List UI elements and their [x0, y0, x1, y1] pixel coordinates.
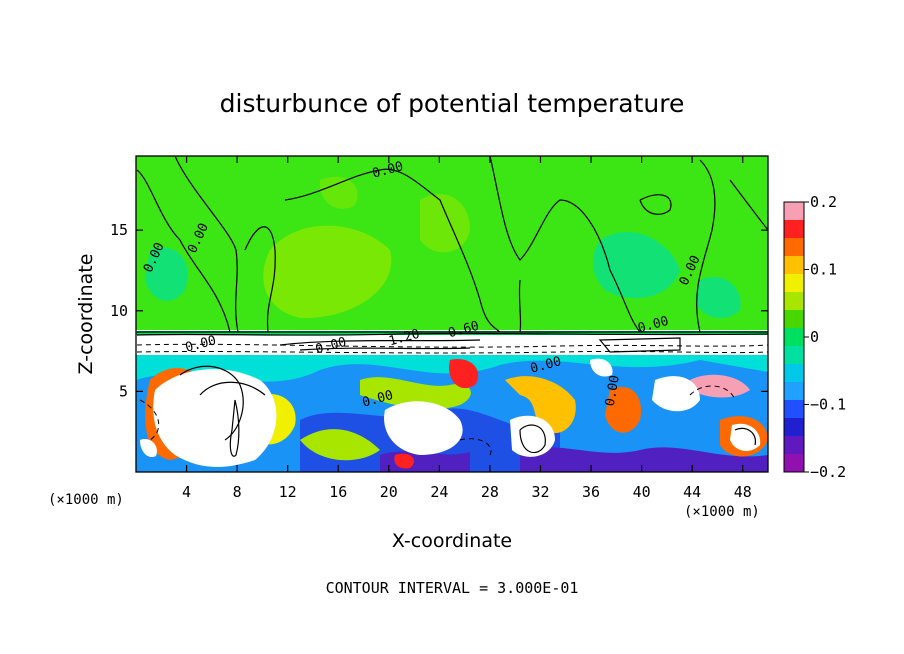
contour-label: 0.00: [603, 374, 623, 407]
colorbar-tick-label: 0.2: [810, 193, 837, 211]
colorbar-swatch: [784, 256, 804, 275]
y-tick-label: 10: [110, 302, 128, 320]
x-tick-label: 28: [481, 483, 499, 501]
colorbar-tick-label: 0: [810, 328, 819, 346]
chart-title: disturbunce of potential temperature: [220, 89, 685, 118]
colorbar-swatch: [784, 364, 804, 383]
x-tick-label: 16: [329, 483, 347, 501]
colorbar-swatch: [784, 220, 804, 239]
plot-frame: [135, 155, 769, 473]
x-tick-label: 48: [734, 483, 752, 501]
y-tick-label: 15: [110, 221, 128, 239]
x-tick-label: 20: [380, 483, 398, 501]
x-tick-label: 44: [683, 483, 701, 501]
contour-lines: [136, 156, 768, 457]
colorbar-swatch: [784, 310, 804, 329]
y-axis-label: Z-coordinate: [75, 254, 97, 375]
colorbar-swatch: [784, 454, 804, 473]
colorbar-swatch: [784, 382, 804, 401]
colorbar-tick-label: −0.2: [810, 463, 846, 481]
plot-area: 0.000.000.00 0.000.60 0.000.00 0.00 1.200.00…: [135, 155, 769, 473]
colorbar-swatch: [784, 328, 804, 347]
x-tick-label: 12: [279, 483, 297, 501]
colorbar-swatch: [784, 400, 804, 419]
lower-field-patches: [136, 358, 768, 472]
x-tick-label: 4: [182, 483, 191, 501]
colorbar-swatch: [784, 418, 804, 437]
x-tick-label: 32: [531, 483, 549, 501]
x-tick-label: 8: [233, 483, 242, 501]
x-unit-left: (×1000 m): [48, 492, 124, 508]
x-axis-label: X-coordinate: [392, 530, 512, 552]
colorbar-tick-label: 0.1: [810, 261, 837, 279]
dashed-contours: [136, 343, 768, 456]
x-tick-label: 36: [582, 483, 600, 501]
colorbar-tick-label: −0.1: [810, 396, 846, 414]
x-tick-label: 40: [633, 483, 651, 501]
colorbar-swatch: [784, 238, 804, 257]
upper-field-patches: [145, 176, 741, 319]
y-tick-label: 5: [119, 382, 128, 400]
contour-interval-note: CONTOUR INTERVAL = 3.000E-01: [326, 579, 579, 597]
x-tick-label: 24: [430, 483, 448, 501]
colorbar-swatch: [784, 202, 804, 221]
y-axis: 5 10 15: [110, 221, 768, 400]
colorbar-swatch: [784, 274, 804, 293]
x-unit-right: (×1000 m): [684, 504, 760, 520]
colorbar-swatch: [784, 436, 804, 455]
colorbar-swatch: [784, 292, 804, 311]
x-axis: 4 8 12 16 20 24 28 32 36 40 44 48: [182, 156, 752, 501]
colorbar-swatch: [784, 346, 804, 365]
colorbar: 0.2 0.1 0 −0.1 −0.2: [783, 193, 846, 481]
